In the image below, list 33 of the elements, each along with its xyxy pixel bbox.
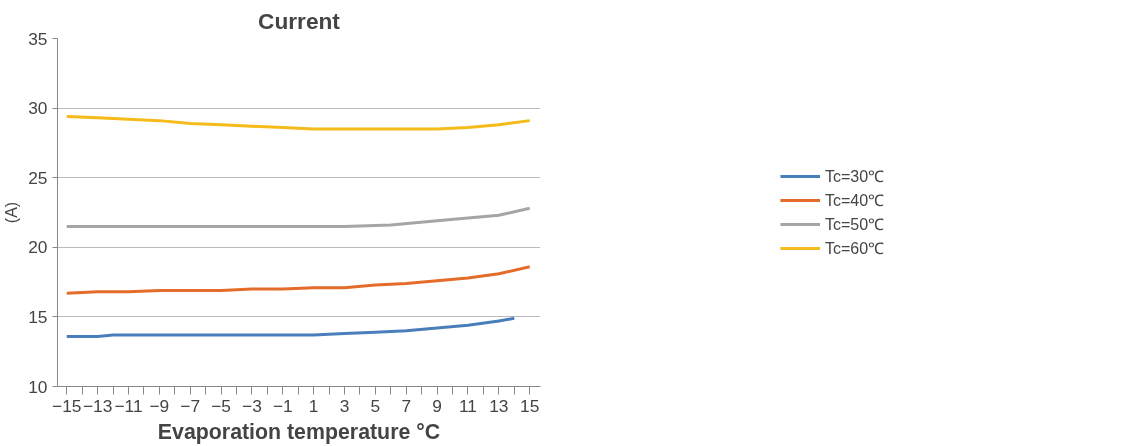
x-tick-label: 7 [401, 395, 412, 416]
x-tick-label: 15 [520, 395, 540, 416]
x-tick-label: −9 [149, 395, 170, 416]
legend-label: Tc=60℃ [824, 239, 885, 259]
x-tick-label: 11 [458, 395, 477, 416]
legend-label: Tc=40℃ [824, 191, 885, 211]
x-tick-label: 9 [432, 395, 442, 416]
line-series [65, 265, 532, 295]
x-tick-label: −15 [52, 395, 82, 416]
x-tick-label: −1 [272, 395, 293, 416]
x-tick-label: 13 [489, 395, 509, 416]
x-tick-label: 3 [339, 395, 350, 416]
legend-label: Tc=50℃ [824, 215, 885, 235]
chart-title: Current [258, 7, 341, 34]
x-tick-label: −3 [242, 395, 262, 416]
y-tick-label: 15 [28, 306, 48, 327]
x-tick-label: 1 [308, 395, 319, 416]
x-tick-label: 5 [370, 395, 381, 416]
x-axis-title: Evaporation temperature °C [157, 419, 441, 444]
y-tick-label: 30 [28, 98, 48, 119]
line-series [65, 114, 532, 131]
line-series [65, 206, 532, 228]
y-tick-label: 20 [28, 237, 48, 258]
x-tick-label: −11 [114, 395, 143, 416]
line-series [65, 316, 516, 338]
y-axis-title: (A) [3, 201, 21, 224]
x-tick-label: −7 [180, 395, 201, 416]
legend-label: Tc=30℃ [824, 167, 885, 187]
x-tick-label: −13 [82, 395, 113, 416]
y-tick-label: 25 [28, 167, 48, 188]
x-tick-label: −5 [211, 395, 231, 416]
y-tick-label: 10 [28, 376, 48, 397]
y-tick-label: 35 [28, 28, 48, 49]
